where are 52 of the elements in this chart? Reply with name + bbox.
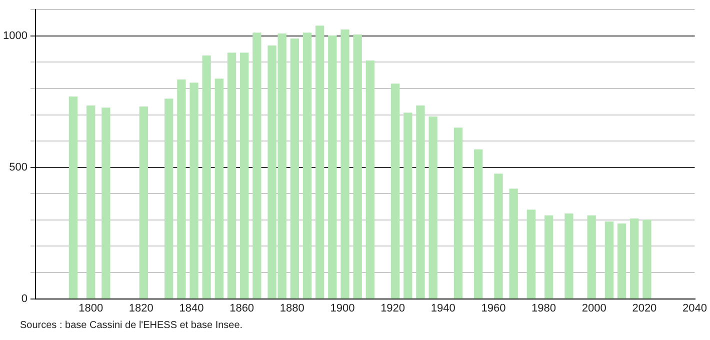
y-tick-label: 1000 [2,30,28,42]
x-tick-label: 1920 [380,302,406,314]
bar [642,220,652,299]
bar [544,215,554,299]
y-tick-label: 500 [9,161,28,174]
bar [290,38,299,299]
bar [390,84,400,299]
bar [177,79,186,299]
x-tick-label: 2040 [682,302,708,314]
bar [227,52,236,299]
bar [509,188,518,299]
bar [102,108,110,299]
bar [526,210,536,299]
bar [428,116,438,299]
x-tick-label: 2000 [582,302,606,314]
x-tick-label: 1880 [280,302,304,314]
bar [353,34,362,299]
bar [630,218,639,299]
bar [474,149,483,299]
bar [617,224,626,299]
x-tick-label: 1940 [430,302,456,314]
bar [604,221,614,299]
bar [240,52,249,299]
x-tick-label: 1980 [532,302,556,314]
bar [328,36,337,299]
bar [416,105,425,299]
bar [315,26,324,299]
bar [366,60,374,299]
bar [202,56,211,299]
x-tick-label: 1960 [481,302,506,314]
bar [190,82,198,299]
bar [139,106,148,299]
bar [340,30,350,299]
bar [68,96,78,299]
source-note: Sources : base Cassini de l'EHESS et base Insee. [20,320,243,331]
x-tick-label: 2020 [632,302,657,314]
bar [454,128,463,299]
x-tick-label: 1840 [179,302,204,314]
bar [404,112,412,299]
bar [214,78,224,299]
x-tick-label: 1860 [230,302,254,314]
bar [302,32,312,299]
bar [564,214,574,299]
bar [252,32,262,299]
y-tick-label: 0 [21,292,28,305]
bar [86,105,96,299]
x-tick-label: 1820 [128,302,154,314]
bar [587,215,596,299]
x-tick-label: 1900 [330,302,355,314]
bar [494,174,503,299]
x-tick-label: 1800 [78,302,104,314]
bar [164,98,174,299]
